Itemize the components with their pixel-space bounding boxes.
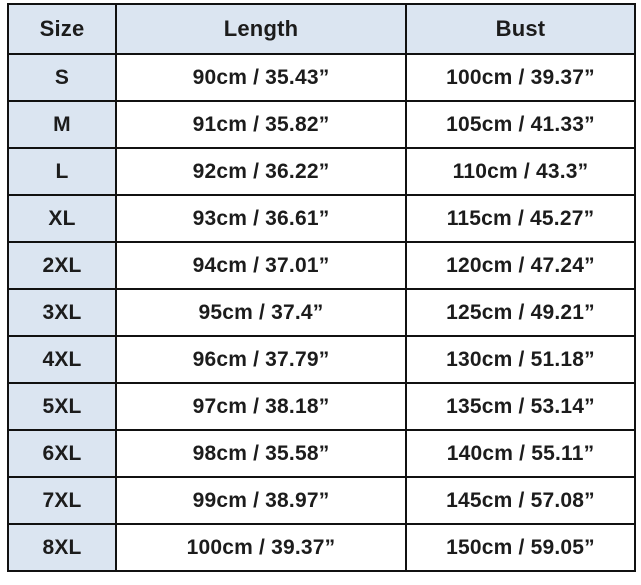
bust-cell: 150cm / 59.05” (405, 523, 636, 572)
bust-cell: 125cm / 49.21” (405, 288, 636, 337)
bust-cell: 115cm / 45.27” (405, 194, 636, 243)
table-row: 7XL 99cm / 38.97” 145cm / 57.08” (7, 476, 636, 525)
length-cell: 90cm / 35.43” (115, 53, 407, 102)
header-row: Size Length Bust (7, 3, 636, 55)
table-row: M 91cm / 35.82” 105cm / 41.33” (7, 100, 636, 149)
length-cell: 100cm / 39.37” (115, 523, 407, 572)
length-cell: 93cm / 36.61” (115, 194, 407, 243)
length-cell: 94cm / 37.01” (115, 241, 407, 290)
size-cell: 5XL (7, 382, 117, 431)
size-cell: M (7, 100, 117, 149)
bust-cell: 145cm / 57.08” (405, 476, 636, 525)
size-cell: XL (7, 194, 117, 243)
size-cell: 6XL (7, 429, 117, 478)
bust-cell: 105cm / 41.33” (405, 100, 636, 149)
table-row: 2XL 94cm / 37.01” 120cm / 47.24” (7, 241, 636, 290)
table-row: XL 93cm / 36.61” 115cm / 45.27” (7, 194, 636, 243)
column-header-length: Length (115, 3, 407, 55)
bust-cell: 120cm / 47.24” (405, 241, 636, 290)
bust-cell: 130cm / 51.18” (405, 335, 636, 384)
table-row: 8XL 100cm / 39.37” 150cm / 59.05” (7, 523, 636, 572)
size-cell: 4XL (7, 335, 117, 384)
length-cell: 97cm / 38.18” (115, 382, 407, 431)
length-cell: 98cm / 35.58” (115, 429, 407, 478)
size-cell: 8XL (7, 523, 117, 572)
table-row: 4XL 96cm / 37.79” 130cm / 51.18” (7, 335, 636, 384)
length-cell: 96cm / 37.79” (115, 335, 407, 384)
bust-cell: 140cm / 55.11” (405, 429, 636, 478)
bust-cell: 100cm / 39.37” (405, 53, 636, 102)
bust-cell: 110cm / 43.3” (405, 147, 636, 196)
size-cell: L (7, 147, 117, 196)
size-cell: 3XL (7, 288, 117, 337)
bust-cell: 135cm / 53.14” (405, 382, 636, 431)
column-header-size: Size (7, 3, 117, 55)
column-header-bust: Bust (405, 3, 636, 55)
table-row: L 92cm / 36.22” 110cm / 43.3” (7, 147, 636, 196)
size-cell: S (7, 53, 117, 102)
table-body: S 90cm / 35.43” 100cm / 39.37” M 91cm / 35.8… (7, 53, 636, 572)
table-row: 6XL 98cm / 35.58” 140cm / 55.11” (7, 429, 636, 478)
table-row: 5XL 97cm / 38.18” 135cm / 53.14” (7, 382, 636, 431)
length-cell: 92cm / 36.22” (115, 147, 407, 196)
length-cell: 99cm / 38.97” (115, 476, 407, 525)
table-row: 3XL 95cm / 37.4” 125cm / 49.21” (7, 288, 636, 337)
length-cell: 91cm / 35.82” (115, 100, 407, 149)
size-chart-table: Size Length Bust S 90cm / 35.43” 100cm / 3… (7, 3, 636, 572)
length-cell: 95cm / 37.4” (115, 288, 407, 337)
table-row: S 90cm / 35.43” 100cm / 39.37” (7, 53, 636, 102)
size-cell: 2XL (7, 241, 117, 290)
size-cell: 7XL (7, 476, 117, 525)
